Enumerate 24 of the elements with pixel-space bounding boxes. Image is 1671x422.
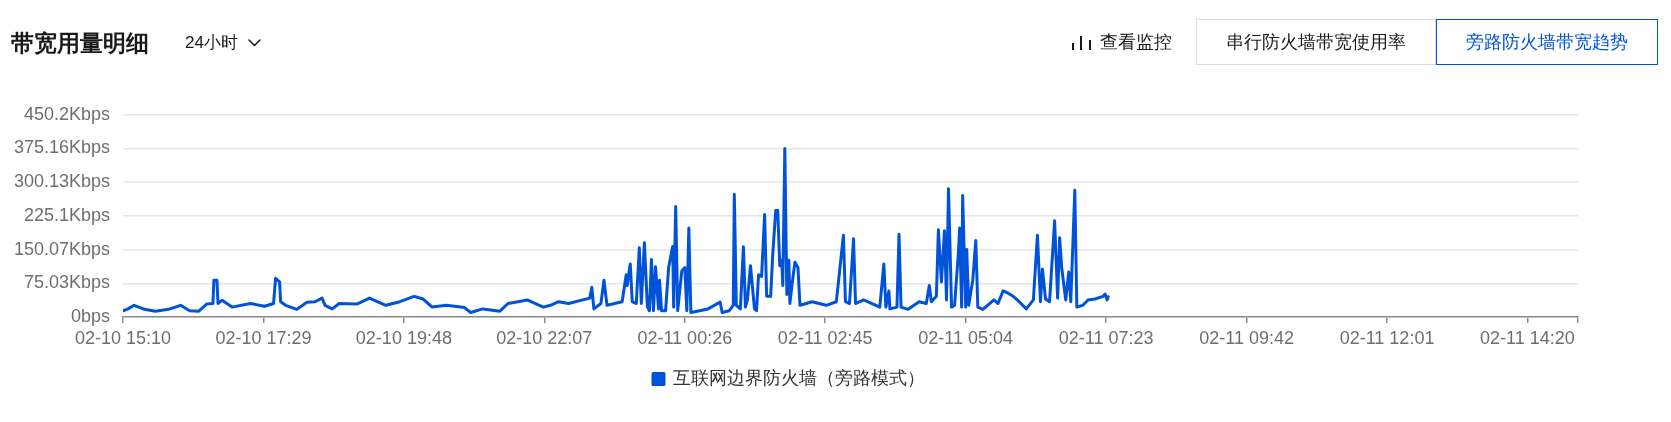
x-tick-label: 02-11 12:01 xyxy=(1339,327,1435,348)
x-tick-label: 02-11 02:45 xyxy=(777,327,873,348)
text: 24小时 xyxy=(185,32,238,54)
x-tick-label: 02-11 14:20 xyxy=(1480,327,1575,348)
text: 旁路防火墙带宽趋势 xyxy=(1466,31,1628,54)
y-tick-label: 150.07Kbps xyxy=(13,238,110,259)
legend-label: 互联网边界防火墙（旁路模式） xyxy=(673,367,925,388)
x-tick-label: 02-10 15:10 xyxy=(74,327,172,348)
y-tick-label: 0bps xyxy=(70,305,110,326)
x-tick-label: 02-10 22:07 xyxy=(496,327,593,348)
y-tick-label: 75.03Kbps xyxy=(23,272,110,293)
x-tick-label: 02-11 05:04 xyxy=(918,327,1014,348)
y-tick-label: 375.16Kbps xyxy=(13,137,110,158)
x-tick-label: 02-10 19:48 xyxy=(355,327,452,348)
text: 串行防火墙带宽使用率 xyxy=(1226,31,1406,54)
x-tick-label: 02-11 07:23 xyxy=(1058,327,1154,348)
x-tick-label: 02-10 17:29 xyxy=(215,327,312,348)
x-tick-label: 02-11 00:26 xyxy=(637,327,733,348)
y-tick-label: 225.1Kbps xyxy=(23,204,110,225)
x-tick-label: 02-11 09:42 xyxy=(1199,327,1294,348)
chart-title: 带宽用量明细 xyxy=(11,30,149,56)
y-tick-label: 450.2Kbps xyxy=(23,103,110,124)
y-tick-label: 300.13Kbps xyxy=(13,171,110,192)
text: 查看监控 xyxy=(1100,32,1172,52)
